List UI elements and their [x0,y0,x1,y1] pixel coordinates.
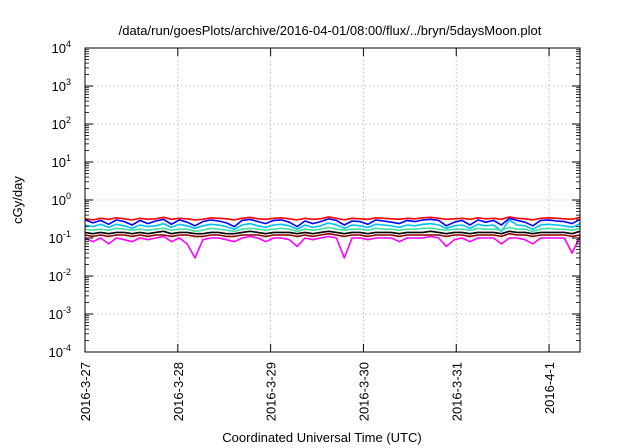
y-tick-label: 103 [52,77,71,94]
y-tick-label: 100 [52,191,71,208]
y-tick-label: 104 [52,39,71,56]
series-group [84,216,581,259]
y-tick-label: 10-3 [49,305,71,322]
x-tick-label: 2016-3-28 [171,362,186,421]
series-line-4 [84,226,581,233]
series-line-2 [84,217,581,228]
gridlines [85,48,580,352]
x-tick-label: 2016-4-1 [542,362,557,414]
series-line-1 [84,216,581,221]
series-line-6 [84,232,581,238]
series-line-5 [84,230,581,235]
y-tick-label: 10-4 [49,343,71,360]
x-tick-label: 2016-3-29 [264,362,279,421]
x-axis: 2016-3-27 2016-3-28 2016-3-29 2016-3-30 2016… [78,48,557,421]
x-tick-label: 2016-3-31 [449,362,464,421]
y-tick-label: 10-1 [49,229,71,246]
x-tick-label: 2016-3-30 [356,362,371,421]
y-tick-label: 10-2 [49,267,71,284]
x-axis-label: Coordinated Universal Time (UTC) [222,430,421,445]
chart-title: /data/run/goesPlots/archive/2016-04-01/0… [119,23,542,38]
y-tick-label: 101 [52,153,71,170]
y-axis: 104 103 102 101 100 10-1 10-2 10-3 10-4 [49,39,580,360]
x-tick-label: 2016-3-27 [78,362,93,421]
series-line-7 [84,235,581,259]
y-tick-label: 102 [52,115,71,132]
y-axis-label: cGy/day [10,176,25,224]
series-line-3 [84,219,581,233]
